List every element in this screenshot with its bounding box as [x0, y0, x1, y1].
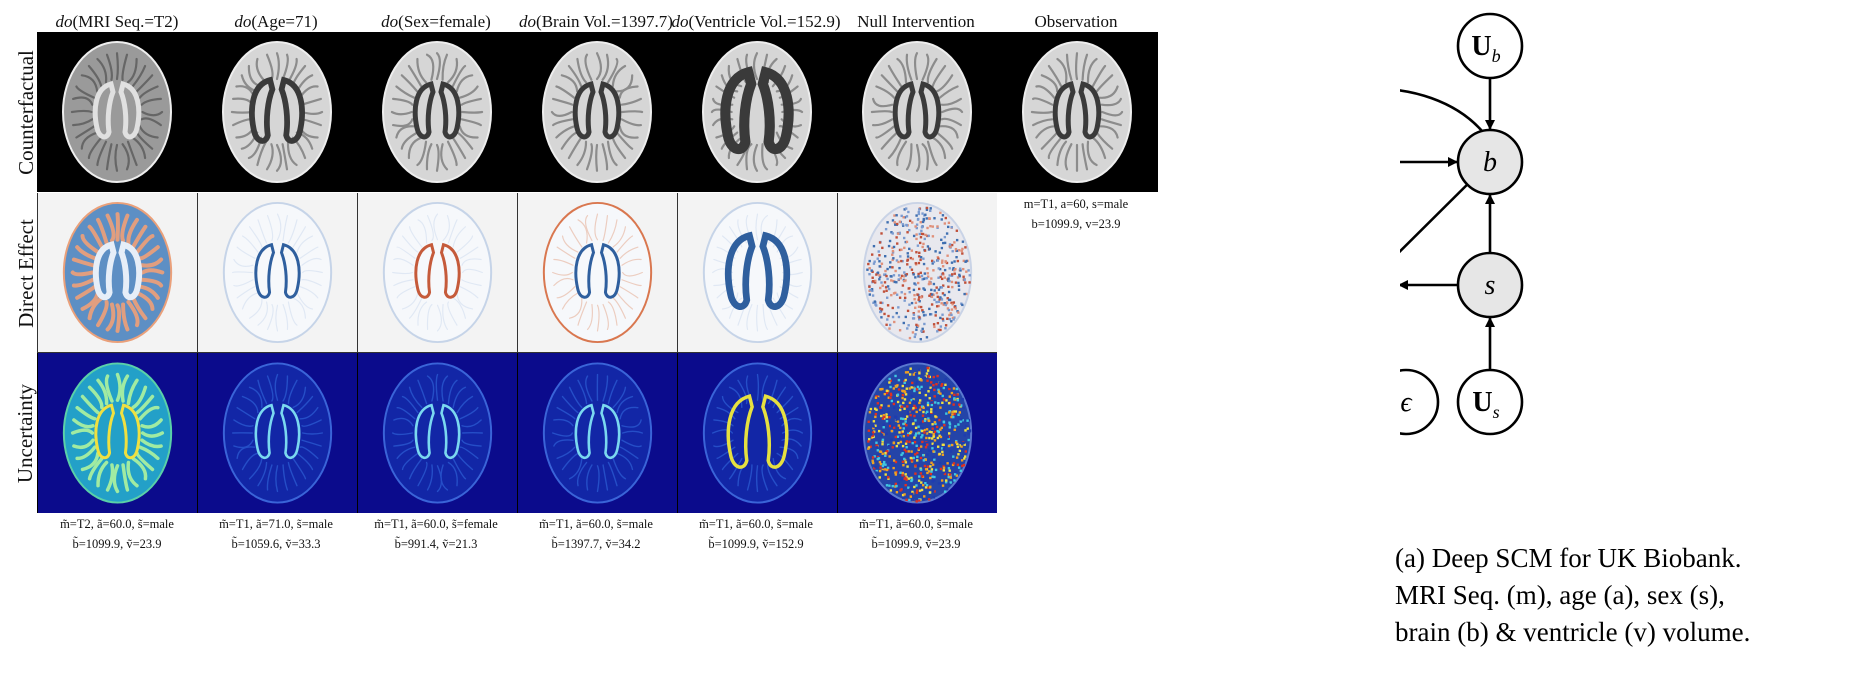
counterfactual-image-mri-seq — [37, 32, 197, 192]
svg-text:b: b — [1483, 147, 1497, 178]
direct-effect-image-brain-vol — [517, 193, 677, 353]
counterfactual-image-observation — [997, 32, 1157, 192]
caption-line-1: (a) Deep SCM for UK Biobank. — [1395, 543, 1742, 573]
node-b: b — [1456, 128, 1524, 196]
caption-age: m̃=T1, ã=71.0, s̃=male b̃=1059.6, ṽ=33.3 — [219, 517, 333, 551]
column-title-null-intervention: Null Intervention — [857, 12, 975, 31]
svg-text:Ub: Ub — [1471, 31, 1500, 66]
column-title-observation: Observation — [1034, 12, 1118, 31]
direct-effect-image-ventricle-vol — [677, 193, 837, 353]
uncertainty-image-mri-seq — [37, 353, 197, 513]
uncertainty-image-ventricle-vol — [677, 353, 837, 513]
counterfactual-image-ventricle-vol — [677, 32, 837, 192]
node-u-b: Ub — [1456, 12, 1524, 80]
caption-mri-seq: m̃=T2, ã=60.0, s̃=male b̃=1099.9, ṽ=23.9 — [60, 517, 174, 551]
caption-ventricle-vol: m̃=T1, ã=60.0, s̃=male b̃=1099.9, ṽ=152.9 — [699, 517, 813, 551]
column-title-ventricle-vol: do(Ventricle Vol.=152.9) — [671, 12, 841, 31]
column-title-sex: do(Sex=female) — [381, 12, 491, 31]
node-s: s — [1456, 251, 1524, 319]
direct-effect-image-null-intervention — [837, 193, 997, 353]
caption-brain-vol: m̃=T1, ã=60.0, s̃=male b̃=1397.7, ṽ=34.2 — [539, 517, 653, 551]
edge-b-to-x — [1400, 183, 1469, 254]
caption-line-2: MRI Seq. (m), age (a), sex (s), — [1395, 580, 1725, 610]
edge-b-to-v — [1400, 89, 1483, 132]
svg-text:ϵ: ϵ — [1400, 387, 1413, 418]
counterfactual-image-sex — [357, 32, 517, 192]
subfigure-caption: (a) Deep SCM for UK Biobank. MRI Seq. (m… — [1395, 540, 1860, 651]
caption-observation: m=T1, a=60, s=male b=1099.9, v=23.9 — [1023, 197, 1129, 231]
uncertainty-image-null-intervention — [837, 353, 997, 513]
uncertainty-image-age — [197, 353, 357, 513]
node-epsilon: ϵ — [1400, 368, 1440, 436]
uncertainty-image-brain-vol — [517, 353, 677, 513]
counterfactual-image-null-intervention — [837, 32, 997, 192]
uncertainty-image-sex — [357, 353, 517, 513]
direct-effect-image-mri-seq — [37, 193, 197, 353]
svg-text:s: s — [1485, 270, 1496, 301]
counterfactual-image-brain-vol — [517, 32, 677, 192]
column-title-brain-vol: do(Brain Vol.=1397.7) — [519, 12, 673, 31]
direct-effect-image-sex — [357, 193, 517, 353]
counterfactual-image-age — [197, 32, 357, 192]
causal-graph: UvUaUbvabmxsUmz1:LϵUs — [1400, 0, 1864, 540]
svg-text:Us: Us — [1472, 387, 1499, 422]
node-u-s: Us — [1456, 368, 1524, 436]
column-title-age: do(Age=71) — [234, 12, 318, 31]
direct-effect-image-age — [197, 193, 357, 353]
column-title-mri-seq: do(MRI Seq.=T2) — [55, 12, 179, 31]
caption-null-intervention: m̃=T1, ã=60.0, s̃=male b̃=1099.9, ṽ=23.9 — [859, 517, 973, 551]
caption-line-3: brain (b) & ventricle (v) volume. — [1395, 617, 1751, 647]
caption-sex: m̃=T1, ã=60.0, s̃=female b̃=991.4, ṽ=21.3 — [374, 517, 498, 551]
